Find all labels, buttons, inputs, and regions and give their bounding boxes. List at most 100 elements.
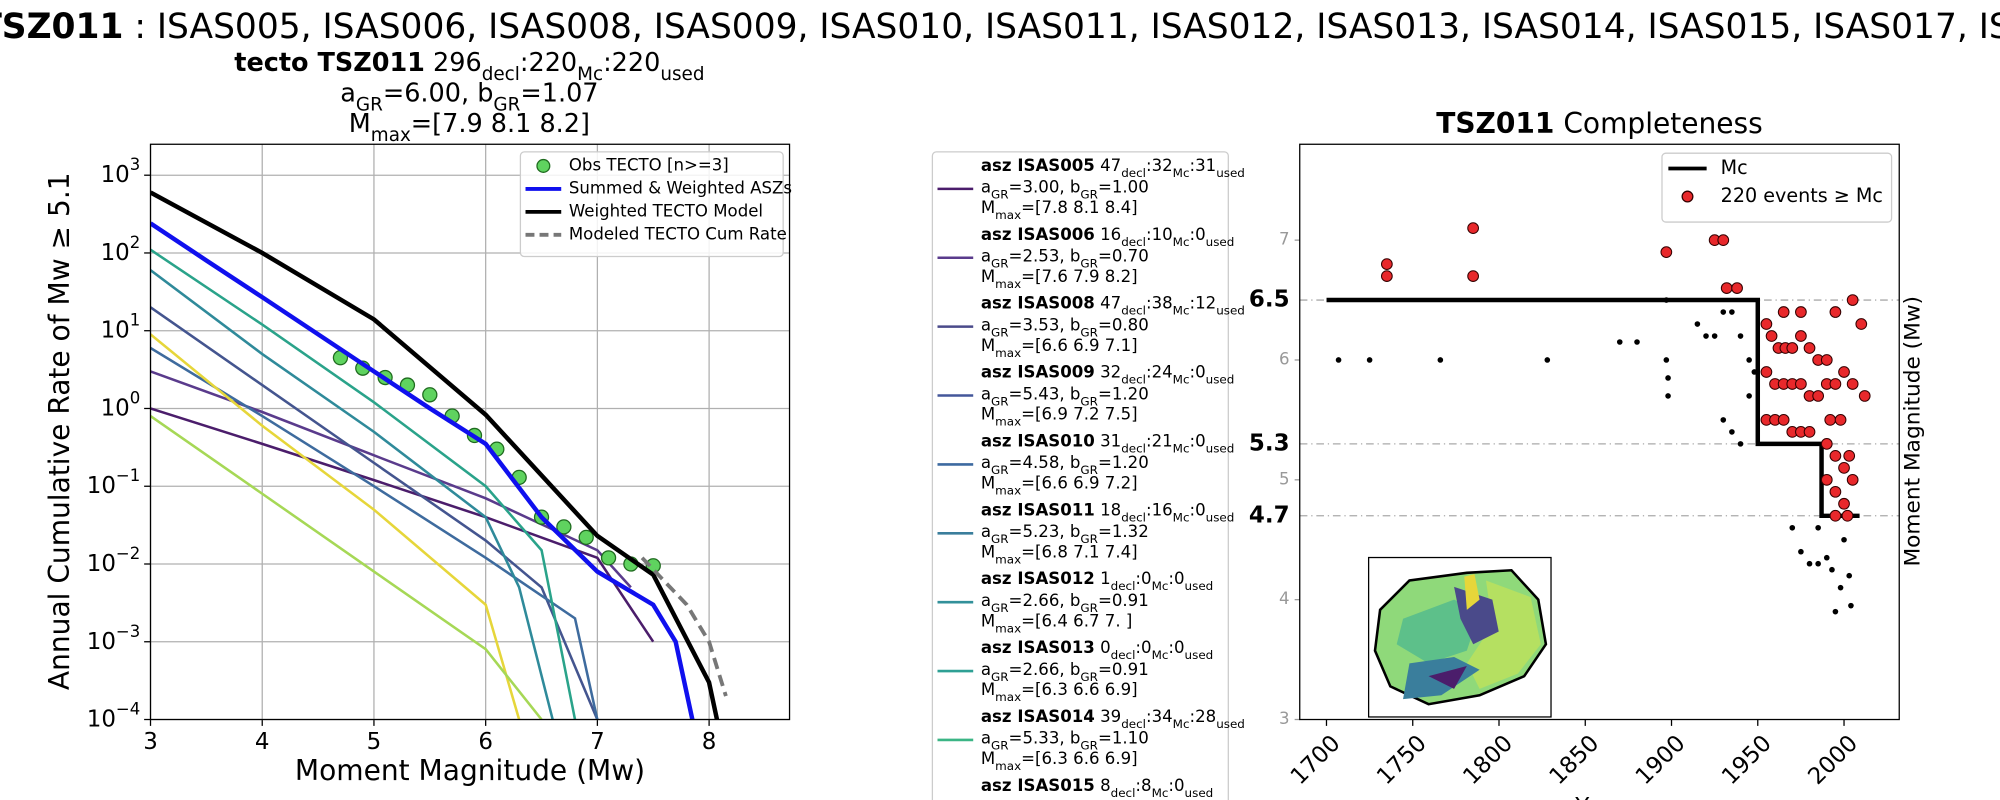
event-above-mc [1720,282,1733,294]
text-run: max [995,759,1021,773]
inset-map [1367,556,1552,718]
event-above-mc [1846,473,1859,486]
text-run: used [1206,372,1235,386]
event-below-mc [1544,357,1551,363]
asz-curve [150,306,599,720]
text-run: =[6.8 7.1 7.4] [1021,542,1137,561]
asz-legend-text: aGR=5.43, bGR=1.20 [981,384,1149,408]
text-run: used [1216,716,1245,730]
asz-curve [150,269,554,720]
event-below-mc [1746,357,1752,363]
asz-legend-text: asz ISAS005 47decl:32Mc:31used [981,155,1245,179]
legend-marker [1681,190,1694,203]
y-tick-label: 103 [101,155,141,188]
event-below-mc [1848,602,1854,609]
text-run: :10 [1146,224,1173,243]
text-run: TSZ011 [1436,107,1554,140]
suptitle: TSZ011 : ISAS005, ISAS006, ISAS008, ISAS… [0,7,2000,47]
event-below-mc [1737,441,1744,447]
event-above-mc [1380,258,1393,270]
mc-level-label: 6.5 [1249,287,1290,313]
event-above-mc [1731,282,1743,294]
series-line [640,556,728,697]
text-run: 39 [1095,706,1121,725]
event-below-mc [1366,357,1373,363]
text-run: : ISAS005, ISAS006, ISAS008, ISAS009, IS… [123,7,2000,47]
text-run: :21 [1146,431,1173,450]
event-above-mc [1824,414,1837,426]
text-run: :24 [1146,362,1173,381]
event-above-mc [1660,246,1673,258]
obs-point [556,519,572,535]
event-below-mc [1634,339,1640,345]
event-below-mc [1832,608,1839,615]
y-tick-label: 10−4 [87,700,141,733]
text-run: decl [1111,579,1136,593]
event-above-mc [1777,414,1790,426]
event-above-mc [1843,449,1856,462]
text-run: :220 [520,48,577,78]
text-run: GR [991,187,1009,201]
y-tick-label: 100 [101,388,141,421]
text-run: a [981,384,991,403]
chart-title: Mmax=[7.9 8.1 8.2] [349,109,590,145]
text-run: used [1206,234,1235,248]
text-run: Mc [1173,165,1190,179]
text-run: asz ISAS005 [981,155,1095,174]
event-below-mc [1335,357,1342,363]
x-tick-label: 6 [478,729,493,755]
event-below-mc [1720,417,1727,423]
text-run: GR [991,738,1009,752]
text-run: =3.53, b [1009,315,1081,334]
text-run: :220 [603,48,660,78]
text-run: Mc [1173,372,1190,386]
asz-legend-text: asz ISAS006 16decl:10Mc:0used [981,224,1234,248]
mc-step-line [1326,297,1860,519]
text-run: M [981,680,995,699]
mc-level-label: 4.7 [1249,502,1290,528]
text-run: =6.00, b [383,79,494,109]
event-above-mc [1829,509,1842,522]
text-run: Mc [577,63,603,84]
text-run: GR [1080,187,1098,201]
text-run: =[6.3 6.6 6.9] [1021,680,1137,699]
text-run: decl [1121,372,1146,386]
x-tick-label: 8 [702,729,717,755]
asz-legend-text: asz ISAS011 18decl:16Mc:0used [981,500,1234,524]
asz-legend-text: Mmax=[6.8 7.1 7.4] [981,542,1138,566]
event-below-mc [1737,333,1744,339]
plot-frame [149,143,791,721]
text-run: GR [493,94,520,115]
event-below-mc [1846,572,1853,579]
y-tick-label: 4 [1279,589,1290,608]
event-below-mc [1841,536,1847,543]
text-run: GR [1080,463,1098,477]
text-run: asz ISAS006 [981,224,1095,243]
asz-legend-box [931,151,1229,800]
text-run: used [1185,785,1214,799]
x-tick-label: 5 [367,729,382,755]
text-run: a [981,590,991,609]
event-below-mc [1746,393,1752,399]
legend-label: Modeled TECTO Cum Rate [569,224,787,243]
text-run: =2.66, b [1009,590,1081,609]
event-above-mc [1786,342,1799,354]
text-run: =2.53, b [1009,246,1081,265]
text-run: decl [482,63,520,84]
text-run: =[6.4 6.7 7. ] [1021,611,1132,630]
text-run: :0 [1190,224,1206,243]
text-run: GR [1080,738,1098,752]
text-run: GR [1080,256,1098,270]
text-run: =[6.3 6.6 6.9] [1021,749,1137,768]
asz-legend-text: asz ISAS010 31decl:21Mc:0used [981,431,1234,455]
text-run: :16 [1146,500,1173,519]
text-run: asz ISAS015 [981,775,1095,794]
text-run: :12 [1190,293,1217,312]
text-run: 0 [1095,638,1111,657]
event-above-mc [1841,509,1854,522]
event-above-mc [1803,426,1816,438]
asz-legend-text: Mmax=[6.9 7.2 7.5] [981,404,1138,428]
text-run: 31 [1095,431,1121,450]
asz-legend-text: asz ISAS014 39decl:34Mc:28used [981,706,1245,730]
